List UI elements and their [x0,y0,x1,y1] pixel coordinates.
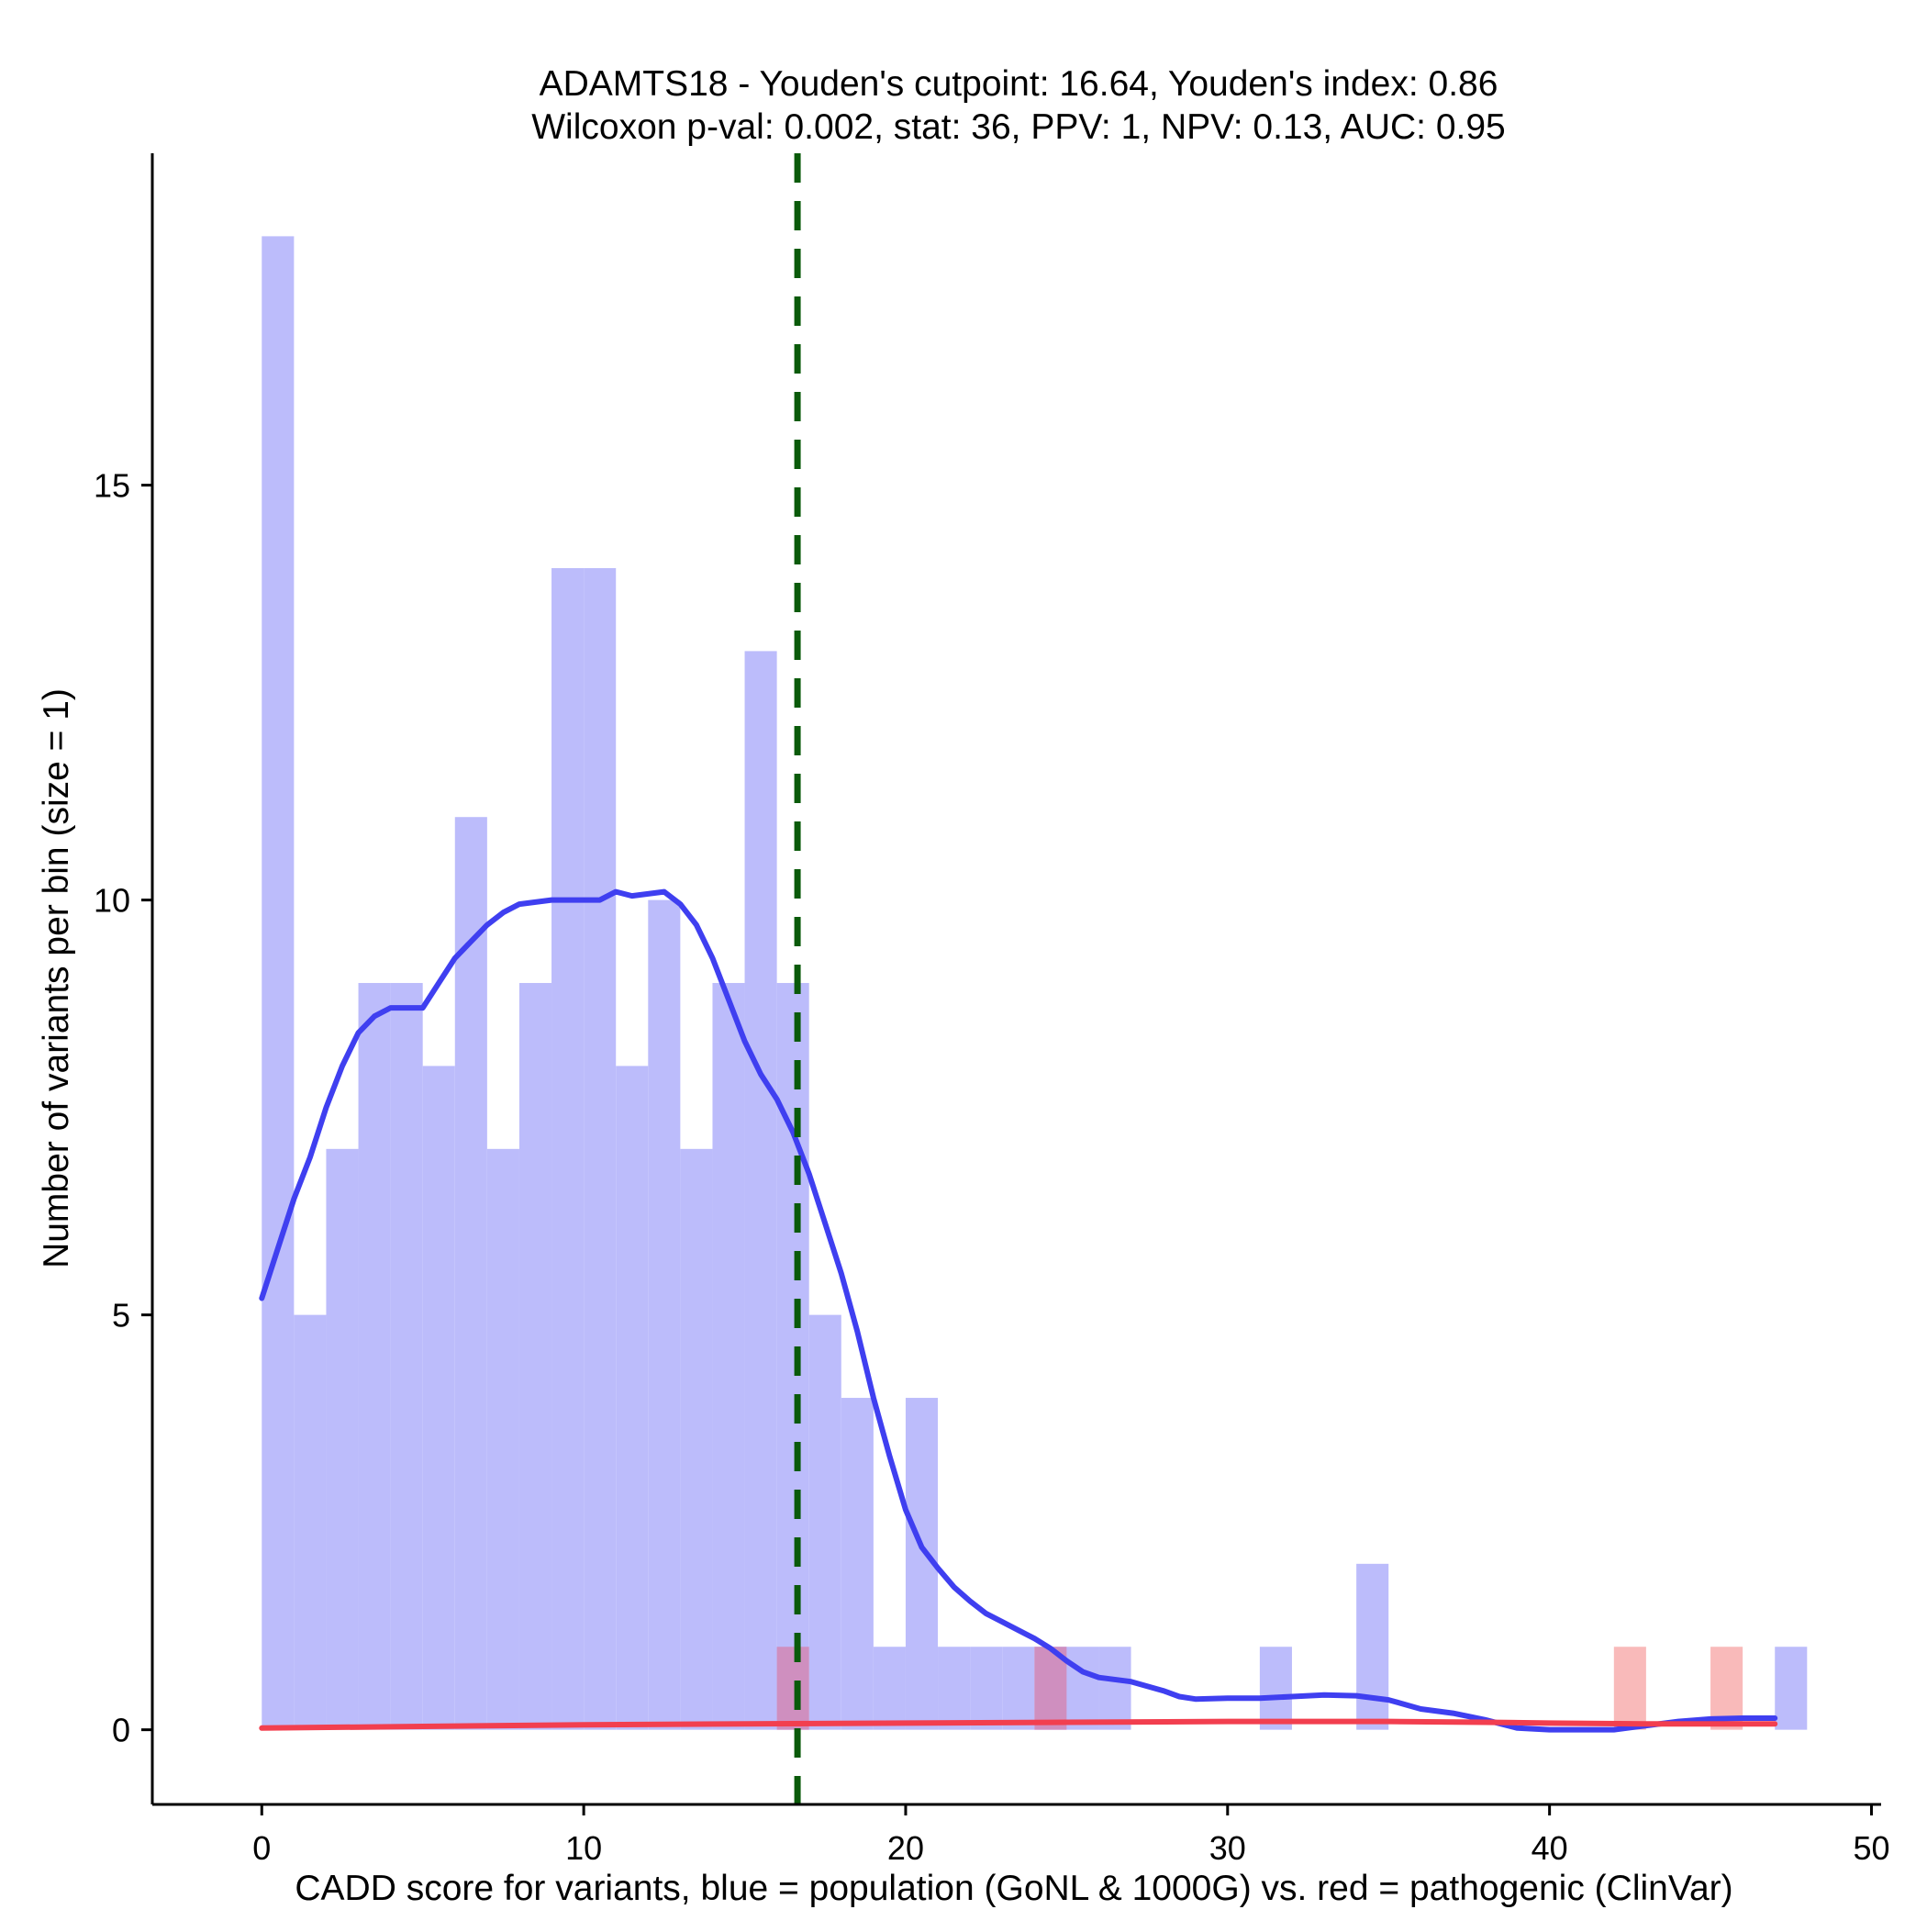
y-axis-label: Number of variants per bin (size = 1) [37,688,76,1268]
population-bar [1259,1647,1292,1730]
population-bar [744,651,777,1730]
pathogenic-density-curve [259,1718,1778,1731]
x-axis-label: CADD score for variants, blue = populati… [295,1869,1732,1908]
pathogenic-bar [1034,1647,1067,1730]
x-tick-label: 10 [565,1829,602,1867]
population-bar [808,1314,841,1730]
y-tick-label: 0 [112,1712,130,1749]
population-bar [326,1148,359,1730]
population-bar [712,983,745,1730]
x-tick-label: 40 [1532,1829,1568,1867]
x-tick-label: 50 [1853,1829,1889,1867]
population-bar [584,568,617,1730]
pathogenic-bars [776,1647,1743,1730]
population-bar [454,817,487,1730]
population-bar [518,983,552,1730]
population-bar [648,899,681,1730]
population-density-curve [259,888,1778,1733]
x-tick-label: 0 [252,1829,271,1867]
chart-title-line-1: ADAMTS18 - Youden's cutpoint: 16.64, You… [540,64,1498,104]
y-tick-label: 5 [112,1297,130,1335]
population-bar [262,236,295,1730]
y-axis-ticks: 0 5 10 15 [94,467,152,1749]
y-tick-label: 15 [94,467,130,505]
population-bar [873,1647,906,1730]
population-bar [422,1066,455,1730]
population-bar [1098,1647,1131,1730]
y-tick-label: 10 [94,882,130,920]
population-bar [1356,1563,1389,1730]
population-bar [358,983,391,1730]
population-bar [680,1148,713,1730]
population-bars [262,236,1808,1730]
x-tick-label: 20 [887,1829,924,1867]
pathogenic-bar [1613,1647,1646,1730]
pathogenic-bar [776,1647,809,1730]
population-bar [841,1398,874,1730]
population-bar [1066,1647,1099,1730]
x-axis-ticks: 0 10 20 30 40 50 [252,1804,1889,1867]
population-bar [486,1148,519,1730]
population-bar [1775,1647,1808,1730]
population-bar [1002,1647,1035,1730]
population-bar [776,983,809,1730]
density-curves [259,888,1778,1733]
population-bar [294,1314,327,1730]
chart-title-line-2: Wilcoxon p-val: 0.002, stat: 36, PPV: 1,… [531,107,1505,147]
population-bar [551,568,585,1730]
x-tick-label: 30 [1209,1829,1246,1867]
population-bar [390,983,423,1730]
population-bar [938,1647,971,1730]
population-bar [616,1066,649,1730]
population-bar [970,1647,1003,1730]
